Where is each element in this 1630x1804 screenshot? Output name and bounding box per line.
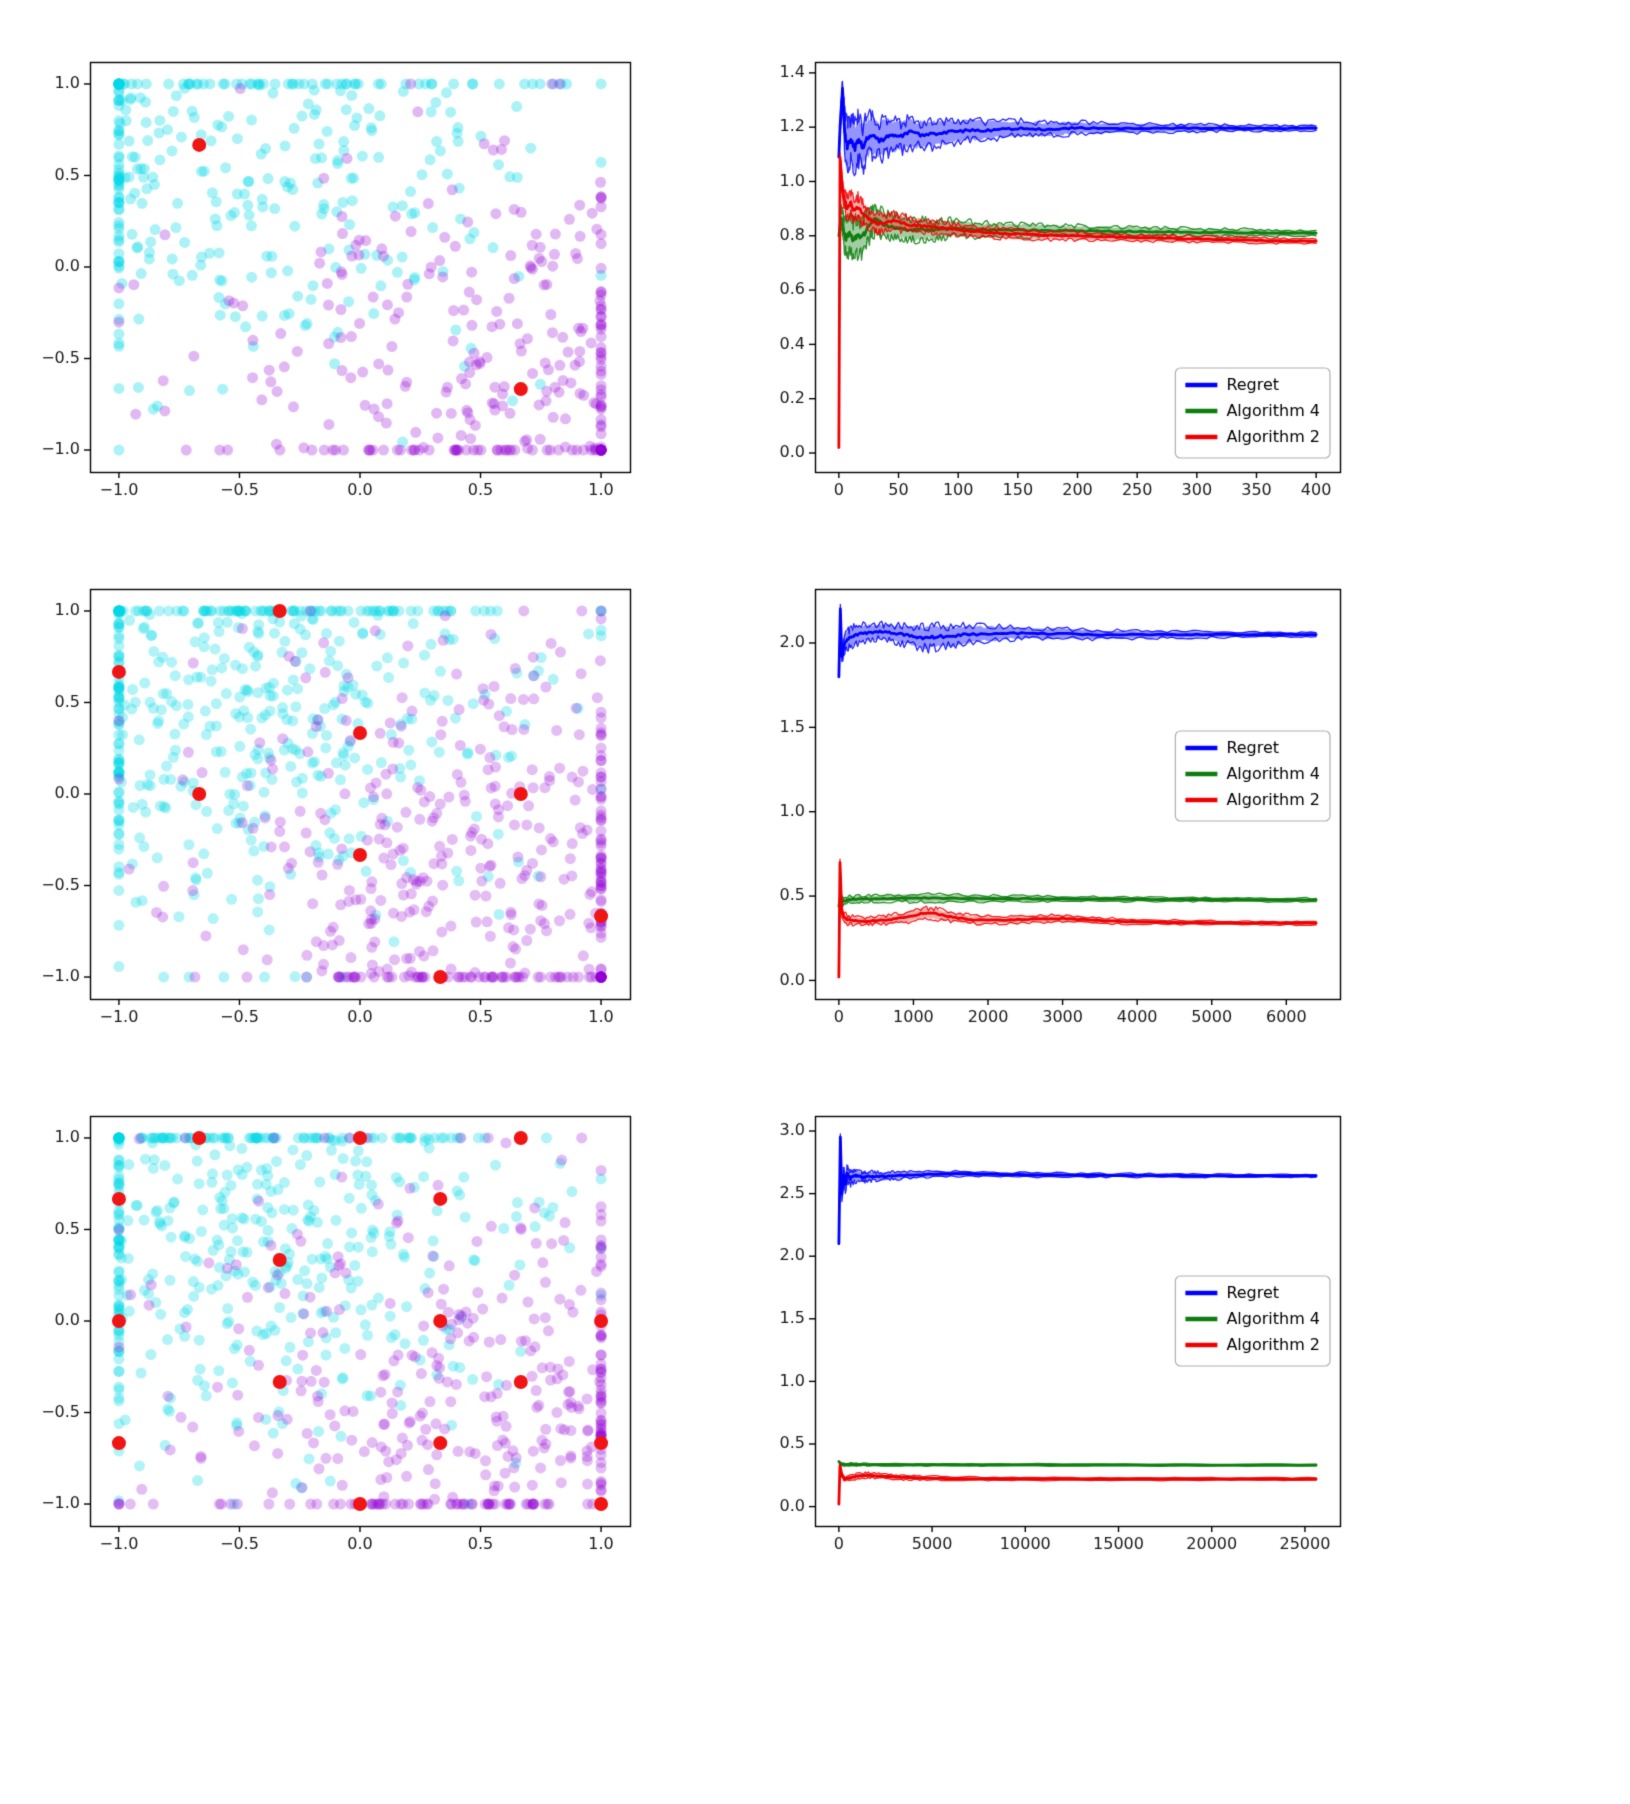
subplot-scatter-row3: [18, 1084, 698, 1584]
subplot-scatter-row1: [18, 30, 698, 530]
subplot-scatter-row2: [18, 557, 698, 1057]
subplot-regret-row1: [740, 30, 1420, 530]
subplot-regret-row2: [740, 557, 1420, 1057]
subplot-regret-row3: [740, 1084, 1420, 1584]
